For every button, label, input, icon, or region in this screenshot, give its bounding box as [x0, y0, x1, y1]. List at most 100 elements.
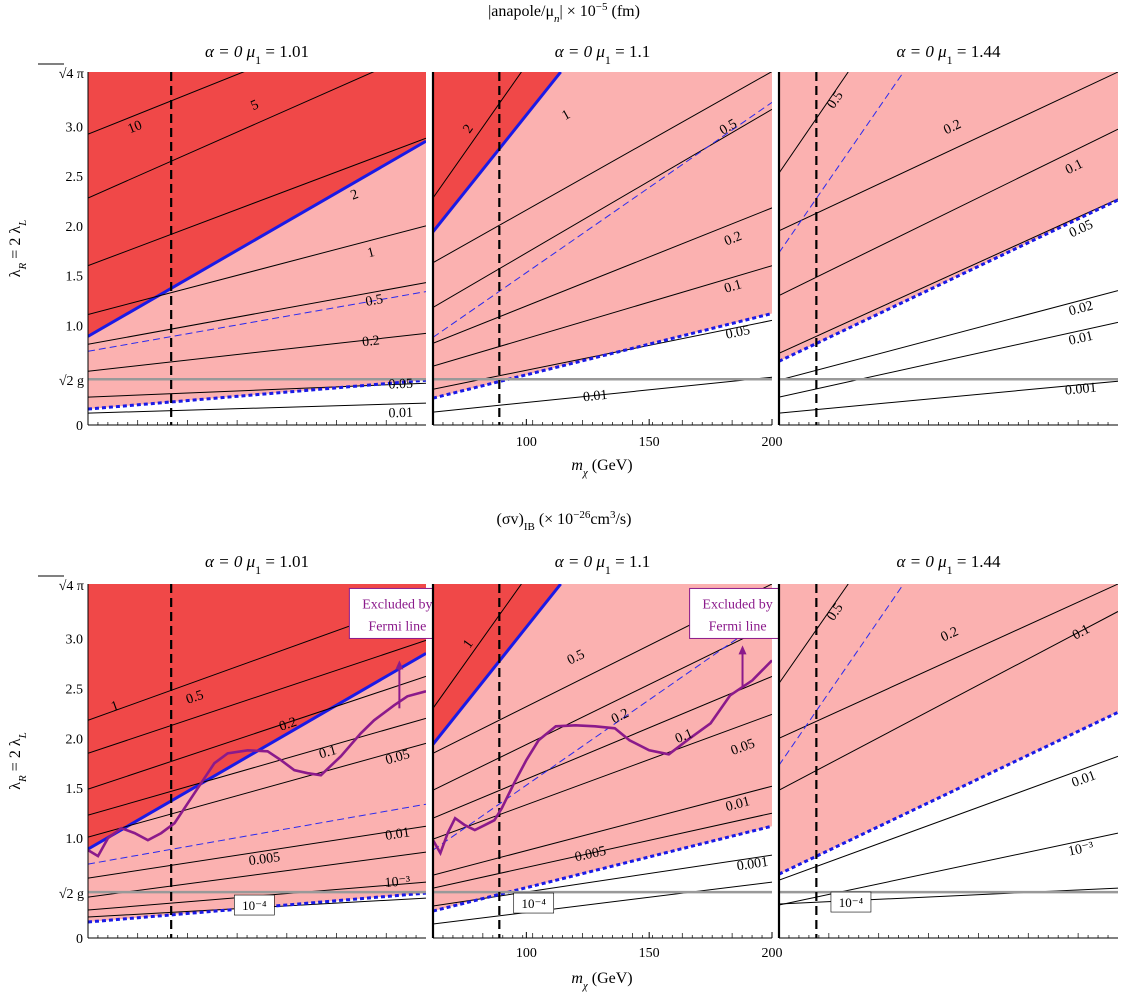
contour-line: [433, 675, 772, 819]
contour-label-group: 0.005: [248, 850, 281, 869]
contour-label: 2: [349, 187, 361, 204]
panel-label: α = 0 μ1 = 1.44: [896, 42, 1001, 67]
panel-label-alpha: α = 0: [555, 42, 593, 61]
contour-line: [433, 108, 772, 308]
contour-label: 0.001: [1064, 381, 1097, 399]
y-tick-label: 2.5: [66, 170, 84, 185]
contour-line: [433, 785, 772, 876]
contour-label-group: 0.01: [582, 388, 608, 405]
contour-line: [88, 402, 426, 414]
panel-2-1: 1 0.5 0.2 0.1 0.05 0.01 0.005 10⁻³ 10⁻⁴ Excluded …: [87, 552, 446, 939]
contour-line: [88, 742, 426, 838]
excluded-region: [88, 584, 426, 850]
contour-label: 0.01: [724, 794, 752, 815]
allowed-region: [779, 72, 1118, 362]
y-tick-label: 1.0: [66, 832, 84, 847]
x-tick-label: 200: [762, 946, 783, 961]
panel-label: α = 0 μ1 = 1.01: [205, 42, 309, 67]
boundary-dotted-line: [88, 378, 426, 411]
contour-label: 0.2: [941, 117, 963, 138]
fermi-annotation-line2: Fermi line: [368, 619, 426, 634]
panel-label-alpha: α = 0: [896, 552, 934, 571]
xlabel-m: m: [571, 970, 583, 987]
contour-line: [433, 72, 772, 264]
fermi-annotation-line2: Fermi line: [709, 619, 767, 634]
title-rest: | × 10: [560, 3, 596, 20]
contour-label: 10⁻⁴: [242, 898, 267, 913]
contour-label: 10⁻⁴: [839, 895, 864, 910]
x-tick-label: 100: [516, 946, 537, 961]
contour-line: [433, 812, 772, 889]
panel-label-mu: μ: [246, 42, 256, 61]
contour-label-group: 1: [109, 698, 121, 714]
contour-label-group: 10: [126, 118, 145, 137]
contour-label: 0.2: [609, 706, 631, 727]
contour-line: [779, 755, 1118, 881]
y-tick-label: 0: [76, 932, 83, 947]
reference-dashed-line: [433, 101, 772, 338]
panel-label-sub: 1: [605, 563, 611, 577]
title-rest: (× 10: [535, 511, 573, 528]
contour-label-group: 0.001: [1064, 381, 1097, 399]
fermi-arrow-head: [395, 660, 404, 670]
panel-2-2: 10.50.20.1 0.050.010.005 0.00110⁻⁴Excluded…: [431, 552, 787, 939]
allowed-region: [433, 72, 772, 399]
y-axis-label-2: λR = 2 λL: [7, 732, 29, 789]
panel-label-mu: μ: [246, 552, 256, 571]
contour-label: 1: [109, 698, 121, 714]
contour-label-group: 0.2: [722, 229, 744, 249]
contour-line: [779, 380, 1118, 414]
panel-label-value: = 1.01: [261, 552, 309, 571]
reference-dashed-line: [433, 614, 772, 851]
boundary-solid-line: [433, 584, 562, 746]
contour-label-group: 0.005: [574, 844, 608, 865]
chart-title-1: |anapole/μn| × 10−5 (fm): [488, 1, 640, 25]
ylabel-mid: = 2 λ: [7, 226, 24, 263]
contour-line: [88, 825, 426, 879]
contour-line: [779, 290, 1118, 381]
xlabel-unit: (GeV): [588, 457, 633, 474]
contour-label: 0.1: [317, 743, 338, 762]
y-tick-label: 3.0: [66, 120, 84, 135]
plot-area: 1 0.5 0.2 0.1 0.05 0.01 0.005 10⁻³ 10⁻⁴: [88, 584, 426, 938]
ylabel-lambda: λ: [7, 782, 24, 790]
y-tick-label: 2.5: [66, 682, 84, 697]
panel-label: α = 0 μ1 = 1.01: [205, 552, 309, 577]
contour-line: [779, 198, 1118, 354]
xlabel-m: m: [571, 457, 583, 474]
fermi-annotation-box: [348, 587, 446, 639]
contour-label-group: 0.001: [736, 855, 769, 874]
contour-line: [88, 332, 426, 372]
y-axis-label-1: λR = 2 λL: [7, 220, 29, 277]
contour-label: 0.5: [364, 292, 384, 310]
contour-label: 0.1: [1070, 622, 1092, 643]
plot-area: 210.50.20.10.050.01: [433, 72, 772, 425]
contour-line: [779, 72, 1118, 232]
panel-label-value: = 1.44: [953, 552, 1001, 571]
contour-label-group: 1: [366, 245, 377, 261]
contour-label-group: 0.2: [939, 624, 961, 645]
title-main: |anapole/μ: [488, 3, 554, 20]
ylabel-mid: = 2 λ: [7, 738, 24, 775]
title-main: (σv): [497, 511, 524, 528]
contour-label: 0.1: [1063, 157, 1085, 178]
contour-label-group: 0.5: [565, 647, 587, 668]
contour-line: [433, 376, 772, 413]
y-tick-label-sqrt2g: √2 g: [59, 374, 84, 389]
boundary-solid-line: [88, 139, 426, 338]
contour-label: 0.05: [384, 747, 412, 768]
reference-dashed-line: [779, 72, 904, 254]
contour-label: 0.05: [388, 377, 413, 393]
contour-label-box: [234, 894, 275, 916]
contour-label: 0.001: [736, 855, 769, 874]
panel-label-mu: μ: [595, 42, 605, 61]
contour-label-group: 0.2: [277, 715, 298, 735]
y-tick-label: 2.0: [66, 220, 84, 235]
contour-label: 0.2: [361, 333, 380, 350]
panel-label-value: = 1.01: [261, 42, 309, 61]
contour-label: 0.1: [673, 726, 695, 747]
plot-area: 0.50.20.10.050.020.010.001: [779, 72, 1118, 425]
